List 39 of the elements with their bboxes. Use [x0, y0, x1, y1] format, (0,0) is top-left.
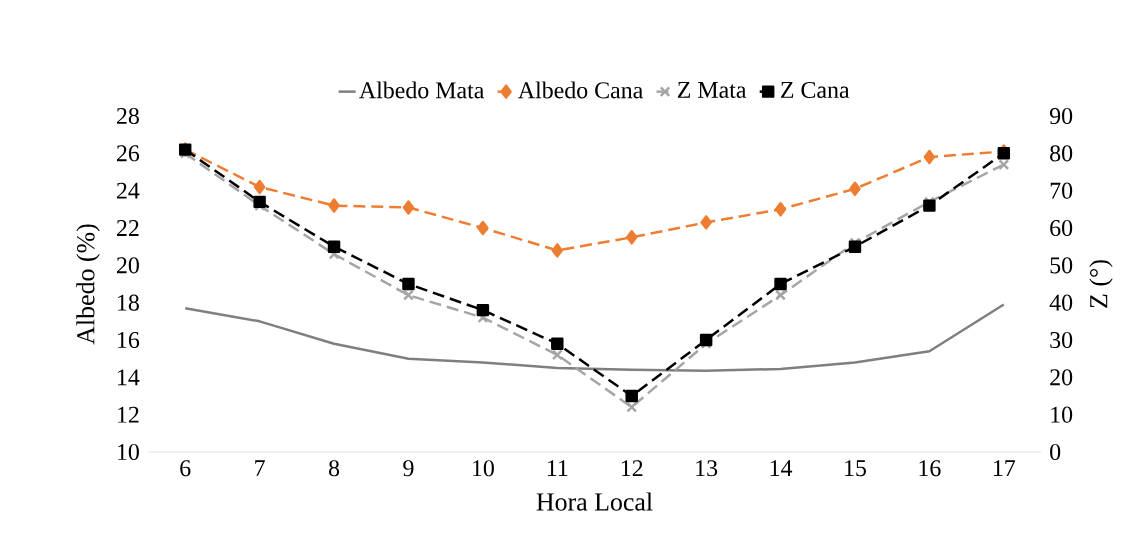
y2-tick-label: 0 [1050, 443, 1061, 461]
legend-label: Z Cana [781, 81, 850, 98]
y-tick-label: 14 [118, 369, 140, 386]
x-tick-label: 12 [621, 460, 643, 476]
y2-tick-label: 30 [1050, 331, 1073, 349]
y-tick-label: 16 [118, 331, 140, 349]
y2-tick-label: 90 [1049, 107, 1073, 125]
x-axis-title: Hora Local [536, 492, 653, 511]
x-tick-label: 14 [770, 460, 793, 476]
x-tick-label: 17 [993, 460, 1016, 476]
y-tick-label: 22 [116, 220, 139, 236]
y2-axis-title: Z (°) [1089, 260, 1113, 308]
y-tick-label: 24 [116, 182, 140, 199]
x-tick-label: 13 [696, 460, 718, 477]
y2-tick-label: 20 [1050, 369, 1073, 386]
x-tick-label: 16 [919, 460, 941, 477]
y2-tick-label: 60 [1050, 219, 1073, 237]
x-tick-label: 15 [845, 460, 866, 477]
x-tick-label: 9 [403, 460, 414, 477]
y2-tick-label: 10 [1051, 406, 1073, 423]
y-tick-label: 28 [116, 107, 139, 125]
y2-tick-label: 70 [1050, 182, 1073, 199]
legend-label: Albedo Mata [359, 81, 485, 99]
y-tick-label: 10 [118, 443, 139, 461]
x-tick-label: 8 [328, 460, 340, 477]
y2-tick-label: 40 [1049, 294, 1073, 311]
y2-tick-label: 50 [1050, 257, 1073, 274]
x-tick-label: 6 [180, 460, 191, 477]
x-tick-label: 10 [473, 460, 494, 477]
y-axis-title: Albedo (%) [76, 224, 100, 345]
y-tick-label: 26 [116, 145, 140, 162]
legend-label: Z Mata [677, 82, 747, 98]
y-tick-label: 12 [118, 406, 139, 423]
y-tick-label: 20 [116, 257, 139, 274]
x-tick-label: 7 [255, 460, 265, 476]
x-tick-label: 11 [547, 460, 568, 476]
y-tick-label: 18 [118, 294, 139, 311]
legend-label: Albedo Cana [518, 81, 643, 99]
y2-tick-label: 80 [1050, 145, 1073, 162]
